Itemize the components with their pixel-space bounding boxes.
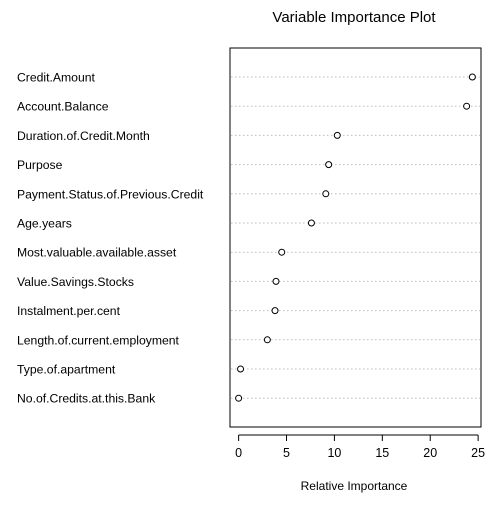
data-point [278, 248, 286, 256]
x-axis-label: Relative Importance [301, 479, 408, 493]
data-point [322, 190, 330, 198]
category-label: Credit.Amount [17, 71, 96, 85]
category-label: Duration.of.Credit.Month [17, 129, 150, 143]
data-point [237, 365, 245, 373]
x-axis: 0 5 10 15 20 25 [235, 434, 485, 460]
guide-lines [231, 76, 480, 399]
category-label: Account.Balance [17, 100, 109, 114]
x-tick-label: 10 [327, 446, 341, 460]
category-label: Payment.Status.of.Previous.Credit [17, 187, 204, 201]
category-label: Most.valuable.available.asset [17, 246, 177, 260]
data-point [235, 394, 243, 402]
category-label: Value.Savings.Stocks [17, 275, 134, 289]
category-labels: Credit.Amount Account.Balance Duration.of.… [17, 71, 204, 406]
category-label: Length.of.current.employment [17, 333, 180, 347]
data-point [468, 73, 476, 81]
chart-title: Variable Importance Plot [272, 9, 436, 26]
data-point [333, 131, 341, 139]
category-label: Instalment.per.cent [17, 304, 121, 318]
data-point [463, 102, 471, 110]
data-point [272, 277, 280, 285]
x-tick-label: 25 [471, 446, 485, 460]
category-label: Purpose [17, 158, 63, 172]
data-point [307, 219, 315, 227]
data-point [325, 161, 333, 169]
category-label: Age.years [17, 217, 72, 231]
x-tick-label: 15 [375, 446, 389, 460]
data-point [263, 336, 271, 344]
x-tick-label: 5 [283, 446, 290, 460]
x-tick-label: 0 [235, 446, 242, 460]
x-tick-label: 20 [423, 446, 437, 460]
data-points [235, 73, 476, 402]
category-label: No.of.Credits.at.this.Bank [17, 392, 156, 406]
plot-frame [229, 47, 482, 428]
data-point [271, 307, 279, 315]
category-label: Type.of.apartment [17, 363, 116, 377]
